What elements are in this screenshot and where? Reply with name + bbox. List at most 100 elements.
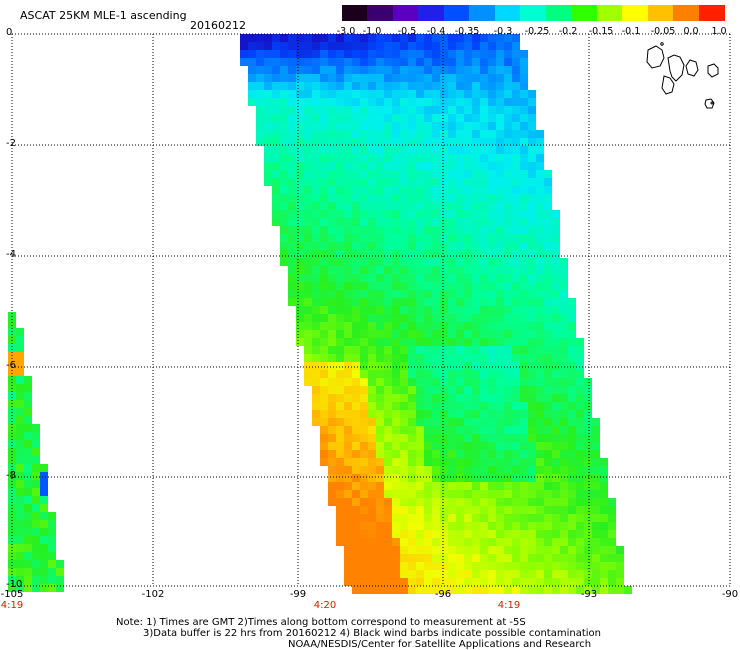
swath-cell (472, 34, 480, 42)
swath-cell (272, 66, 280, 74)
swath-cell (520, 218, 528, 226)
swath-cell (488, 410, 496, 418)
swath-cell (408, 586, 416, 594)
swath-cell (520, 250, 528, 258)
swath-cell (456, 426, 464, 434)
swath-cell (432, 258, 440, 266)
swath-cell (472, 66, 480, 74)
swath-cell (440, 130, 448, 138)
swath-cell (360, 146, 368, 154)
swath-cell (280, 34, 288, 42)
colorbar-segment (571, 5, 598, 21)
swath-cell (552, 274, 560, 282)
swath-cell (368, 442, 376, 450)
swath-cell (416, 338, 424, 346)
swath-cell (352, 42, 360, 50)
swath-cell (552, 226, 560, 234)
swath-cell (456, 154, 464, 162)
swath-cell (392, 154, 400, 162)
swath-cell (424, 274, 432, 282)
swath-cell (520, 58, 528, 66)
swath-cell (520, 338, 528, 346)
swath-cell (584, 378, 592, 386)
swath-cell (496, 34, 504, 42)
swath-cell (480, 562, 488, 570)
swath-cell (296, 330, 304, 338)
swath-cell (360, 290, 368, 298)
swath-cell (400, 514, 408, 522)
swath-cell (512, 218, 520, 226)
swath-cell (16, 368, 24, 376)
swath-cell (528, 234, 536, 242)
swath-cell (376, 114, 384, 122)
swath-cell (576, 490, 584, 498)
swath-cell (504, 122, 512, 130)
swath-cell (272, 218, 280, 226)
swath-cell (464, 274, 472, 282)
swath-cell (400, 562, 408, 570)
swath-cell (512, 434, 520, 442)
swath-cell (512, 330, 520, 338)
swath-cell (416, 290, 424, 298)
swath-cell (400, 394, 408, 402)
swath-cell (448, 482, 456, 490)
swath-cell (464, 474, 472, 482)
swath-cell (512, 546, 520, 554)
swath-cell (488, 234, 496, 242)
swath-cell (360, 346, 368, 354)
swath-cell (368, 450, 376, 458)
swath-cell (320, 354, 328, 362)
swath-cell (464, 106, 472, 114)
swath-cell (544, 386, 552, 394)
swath-cell (424, 378, 432, 386)
swath-cell (304, 202, 312, 210)
swath-cell (376, 490, 384, 498)
swath-cell (552, 290, 560, 298)
swath-cell (344, 418, 352, 426)
colorbar-segment (469, 5, 496, 21)
swath-cell (488, 250, 496, 258)
swath-cell (264, 82, 272, 90)
swath-cell (504, 74, 512, 82)
swath-cell (416, 386, 424, 394)
swath-cell (560, 266, 568, 274)
swath-cell (552, 442, 560, 450)
swath-cell (456, 578, 464, 586)
swath-cell (504, 210, 512, 218)
swath-cell (456, 226, 464, 234)
swath-cell (568, 522, 576, 530)
swath-cell (328, 226, 336, 234)
swath-cell (408, 162, 416, 170)
swath-cell (544, 178, 552, 186)
swath-cell (424, 122, 432, 130)
swath-cell (384, 282, 392, 290)
swath-cell (480, 434, 488, 442)
swath-cell (464, 538, 472, 546)
swath-cell (552, 410, 560, 418)
swath-cell (392, 386, 400, 394)
swath-cell (528, 194, 536, 202)
swath-cell (416, 562, 424, 570)
swath-cell (392, 538, 400, 546)
swath-cell (520, 138, 528, 146)
swath-cell (488, 34, 496, 42)
swath-cell (536, 514, 544, 522)
swath-cell (328, 418, 336, 426)
swath-cell (384, 354, 392, 362)
swath-cell (16, 344, 24, 352)
swath-cell (408, 194, 416, 202)
swath-cell (560, 426, 568, 434)
swath-cell (360, 426, 368, 434)
swath-cell (552, 298, 560, 306)
swath-cell (488, 370, 496, 378)
swath-cell (304, 42, 312, 50)
swath-cell (520, 162, 528, 170)
swath-cell (392, 434, 400, 442)
swath-cell (288, 74, 296, 82)
swath-cell (344, 194, 352, 202)
swath-cell (328, 266, 336, 274)
swath-cell (336, 426, 344, 434)
swath-cell (384, 34, 392, 42)
swath-cell (392, 250, 400, 258)
swath-cell (336, 122, 344, 130)
